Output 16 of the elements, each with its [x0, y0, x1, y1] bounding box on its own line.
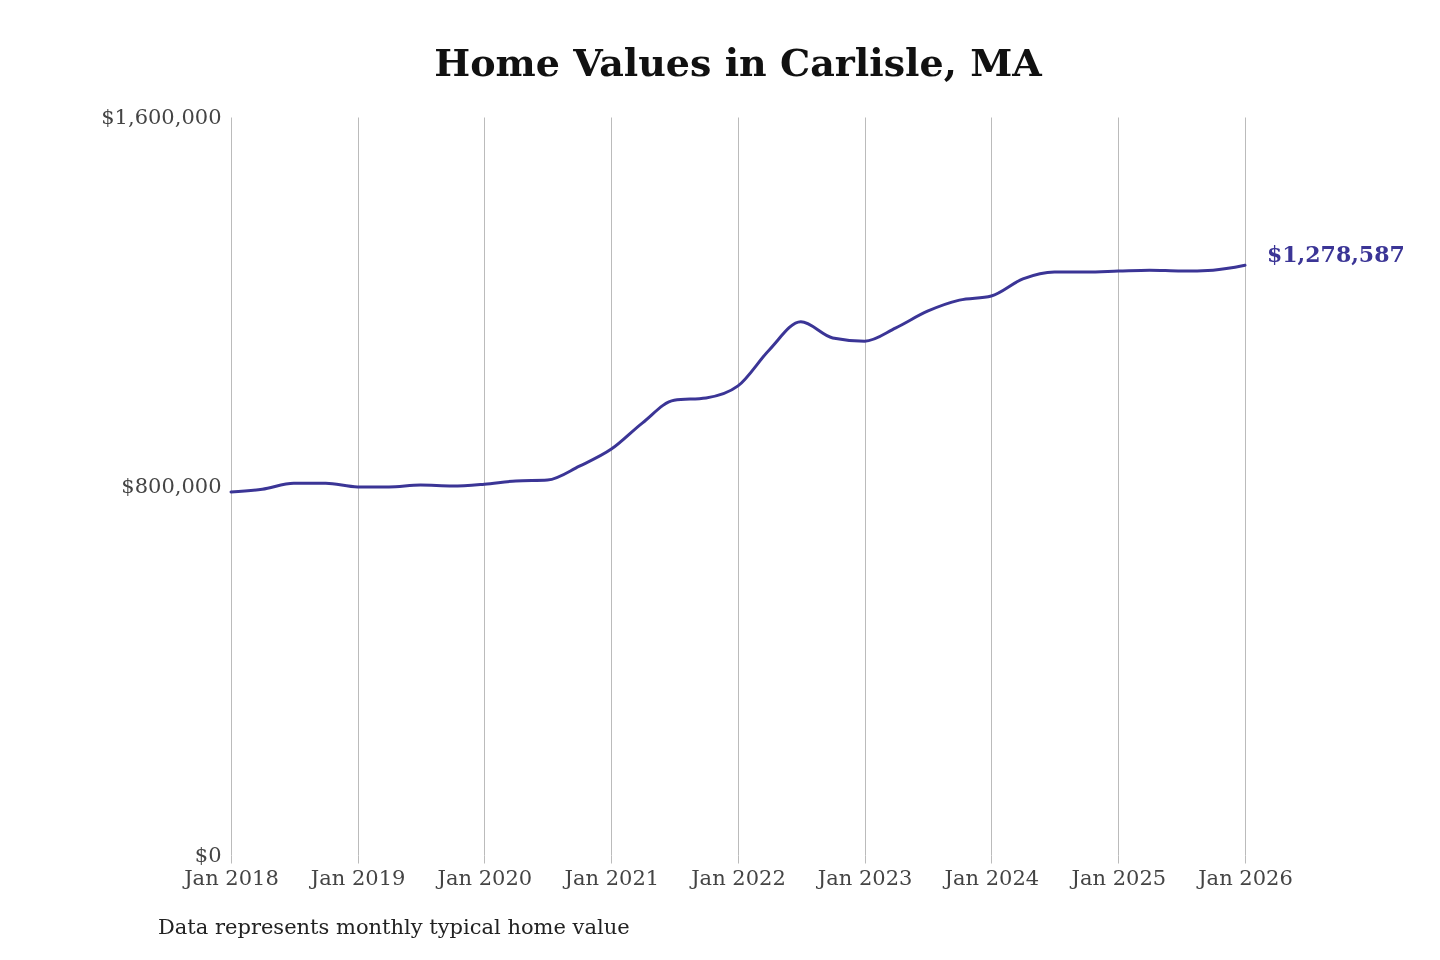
y-tick-label: $800,000: [121, 473, 222, 498]
x-tick-label: Jan 2023: [815, 865, 913, 890]
text: Data represents monthly typical home value: [158, 915, 630, 939]
x-tick-label: Jan 2024: [942, 865, 1040, 890]
x-tick-label: Jan 2025: [1069, 865, 1167, 890]
x-tick-label: Jan 2022: [689, 865, 786, 890]
y-tick-label: $0: [194, 842, 222, 867]
y-tick-label: $1,600,000: [101, 104, 222, 129]
x-tick-label: Jan 2018: [182, 865, 279, 890]
x-tick-label: Jan 2020: [435, 865, 533, 890]
x-tick-label: Jan 2021: [562, 865, 660, 890]
line-series: [229, 263, 1247, 494]
annotation: $1,278,587: [1267, 241, 1405, 268]
chart-title: Home Values in Carlisle, MA: [434, 40, 1043, 85]
x-tick-label: Jan 2019: [308, 865, 406, 890]
x-tick-label: Jan 2026: [1196, 865, 1293, 890]
